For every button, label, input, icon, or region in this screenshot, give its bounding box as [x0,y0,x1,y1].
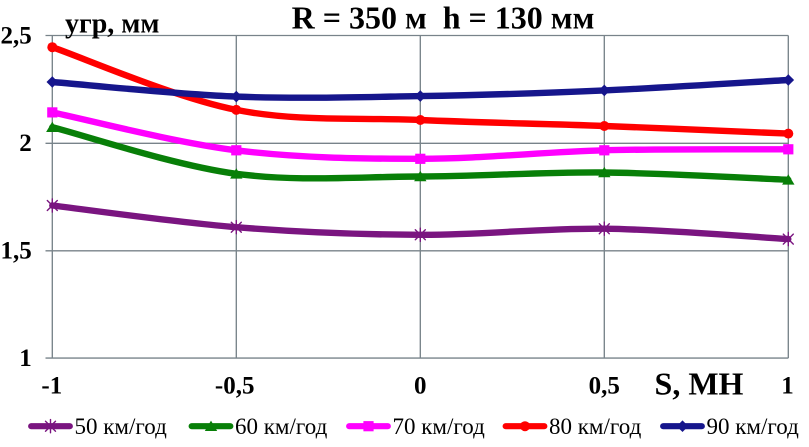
svg-text:R = 350 м h = 130 мм: R = 350 м h = 130 мм [292,0,595,36]
svg-text:0: 0 [414,373,427,400]
svg-text:-1: -1 [41,373,62,400]
svg-text:1: 1 [19,345,32,372]
svg-text:60 км/год: 60 км/год [235,414,328,439]
svg-text:70 км/год: 70 км/год [393,414,486,439]
svg-text:0,5: 0,5 [589,373,620,400]
svg-text:50 км/год: 50 км/год [75,414,168,439]
svg-text:2: 2 [19,130,32,157]
svg-text:1,5: 1,5 [1,238,32,265]
svg-text:угр, мм: угр, мм [65,9,159,40]
svg-text:-0,5: -0,5 [215,373,255,400]
svg-text:2,5: 2,5 [1,23,32,50]
svg-text:90 км/год: 90 км/год [707,414,800,439]
svg-text:S, МН: S, МН [655,366,744,402]
svg-text:80 км/год: 80 км/год [549,414,642,439]
svg-text:1: 1 [781,373,794,400]
